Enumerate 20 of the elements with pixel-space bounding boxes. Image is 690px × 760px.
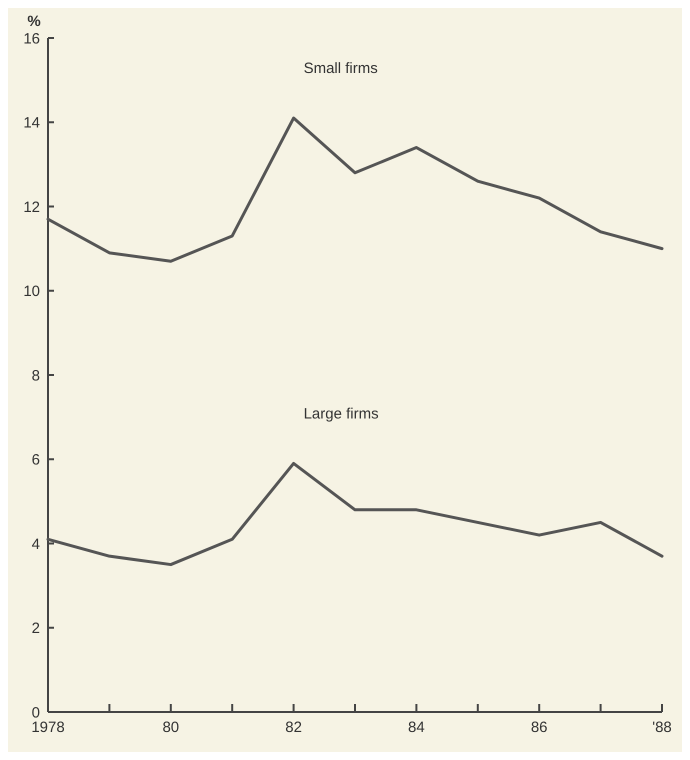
line-series xyxy=(46,462,664,566)
y-axis-title: % xyxy=(27,13,41,30)
y-tick-label: 0 xyxy=(32,704,40,722)
y-tick-label: 12 xyxy=(23,198,40,216)
x-tick-label: 84 xyxy=(408,719,425,736)
y-tick-label: 8 xyxy=(32,367,40,384)
x-tick-label: 1978 xyxy=(31,719,65,736)
y-tick-label: 4 xyxy=(32,536,40,553)
x-tick-label: '88 xyxy=(652,719,672,736)
line-series xyxy=(46,116,664,263)
text: Small firms xyxy=(304,60,378,78)
x-tick-label: 80 xyxy=(162,719,180,736)
y-tick-label: 10 xyxy=(23,283,40,300)
y-tick-label: 6 xyxy=(32,452,40,468)
y-tick-label: 14 xyxy=(23,114,40,132)
text: Large firms xyxy=(304,405,379,422)
y-tick-label: 16 xyxy=(23,30,40,48)
x-tick-label: 82 xyxy=(285,719,302,736)
y-tick-label: 2 xyxy=(32,620,40,637)
x-tick-label: 86 xyxy=(530,719,548,736)
